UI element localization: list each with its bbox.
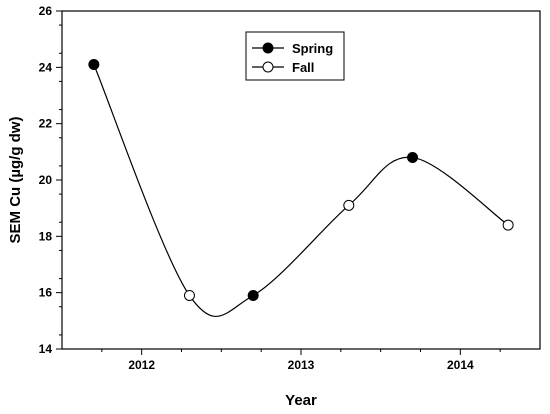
legend-spring-label: Spring (292, 41, 333, 56)
legend-spring-marker (262, 42, 274, 54)
y-tick-label-6: 26 (39, 4, 53, 18)
minor-ticks (59, 24, 501, 352)
y-tick-label-2: 18 (39, 229, 53, 243)
series-line (93, 64, 509, 317)
data-points (88, 59, 514, 301)
x-tick-label-2: 2014 (447, 358, 474, 372)
legend-box (245, 31, 345, 81)
point-spring-4 (407, 151, 419, 163)
y-tick-label-1: 16 (39, 286, 53, 300)
y-tick-label-4: 22 (39, 117, 53, 131)
y-tick-label-3: 20 (39, 173, 53, 187)
point-fall-3 (343, 199, 355, 211)
legend-fall-marker (262, 61, 274, 73)
y-axis-title: SEM Cu (µg/g dw) (7, 117, 24, 244)
y-axis: 14 16 18 20 22 24 26 (39, 4, 62, 356)
point-spring-2 (247, 289, 259, 301)
point-spring-0 (88, 59, 100, 71)
legend: Spring Fall (245, 31, 345, 81)
legend-fall-label: Fall (292, 60, 314, 75)
x-tick-label-0: 2012 (128, 358, 155, 372)
x-axis-title: Year (285, 392, 317, 409)
point-fall-5 (502, 219, 514, 231)
x-tick-label-1: 2013 (288, 358, 315, 372)
point-fall-1 (183, 289, 195, 301)
x-axis: 2012 2013 2014 (128, 349, 474, 372)
y-tick-label-5: 24 (39, 60, 53, 74)
y-tick-label-0: 14 (39, 342, 53, 356)
